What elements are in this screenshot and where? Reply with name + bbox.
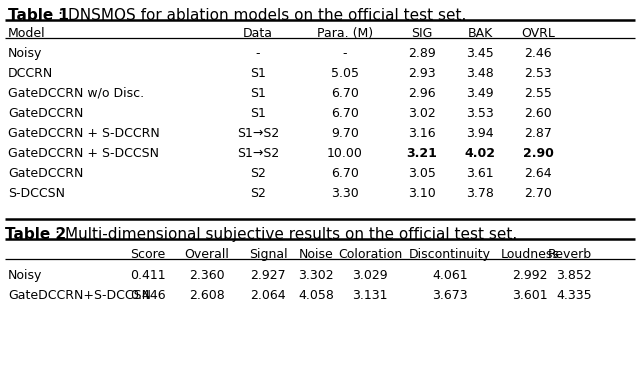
Text: 2.96: 2.96 (408, 87, 436, 100)
Text: 3.61: 3.61 (466, 167, 494, 180)
Text: 3.53: 3.53 (466, 107, 494, 120)
Text: -: - (256, 47, 260, 60)
Text: S1: S1 (250, 67, 266, 80)
Text: 2.927: 2.927 (250, 269, 286, 282)
Text: Noisy: Noisy (8, 47, 42, 60)
Text: -: - (343, 47, 348, 60)
Text: Table 2: Table 2 (5, 227, 67, 242)
Text: GateDCCRN: GateDCCRN (8, 167, 83, 180)
Text: 2.90: 2.90 (523, 147, 554, 160)
Text: 3.30: 3.30 (331, 187, 359, 200)
Text: 3.029: 3.029 (352, 269, 388, 282)
Text: 9.70: 9.70 (331, 127, 359, 140)
Text: 4.061: 4.061 (432, 269, 468, 282)
Text: 6.70: 6.70 (331, 167, 359, 180)
Text: 3.48: 3.48 (466, 67, 494, 80)
Text: Noise: Noise (299, 248, 333, 261)
Text: DCCRN: DCCRN (8, 67, 53, 80)
Text: 10.00: 10.00 (327, 147, 363, 160)
Text: 3.94: 3.94 (466, 127, 494, 140)
Text: Signal: Signal (249, 248, 287, 261)
Text: 3.302: 3.302 (298, 269, 334, 282)
Text: Score: Score (131, 248, 166, 261)
Text: 0.446: 0.446 (130, 289, 166, 302)
Text: 5.05: 5.05 (331, 67, 359, 80)
Text: 2.46: 2.46 (524, 47, 552, 60)
Text: 2.93: 2.93 (408, 67, 436, 80)
Text: Data: Data (243, 27, 273, 40)
Text: S1→S2: S1→S2 (237, 147, 279, 160)
Text: 4.058: 4.058 (298, 289, 334, 302)
Text: GateDCCRN+S-DCCSN: GateDCCRN+S-DCCSN (8, 289, 151, 302)
Text: 2.87: 2.87 (524, 127, 552, 140)
Text: Discontinuity: Discontinuity (409, 248, 491, 261)
Text: BAK: BAK (467, 27, 493, 40)
Text: S-DCCSN: S-DCCSN (8, 187, 65, 200)
Text: 6.70: 6.70 (331, 107, 359, 120)
Text: S2: S2 (250, 167, 266, 180)
Text: S1: S1 (250, 107, 266, 120)
Text: 2.70: 2.70 (524, 187, 552, 200)
Text: GateDCCRN + S-DCCSN: GateDCCRN + S-DCCSN (8, 147, 159, 160)
Text: 3.02: 3.02 (408, 107, 436, 120)
Text: 0.411: 0.411 (130, 269, 166, 282)
Text: Model: Model (8, 27, 45, 40)
Text: 2.60: 2.60 (524, 107, 552, 120)
Text: 4.335: 4.335 (556, 289, 592, 302)
Text: 2.992: 2.992 (512, 269, 548, 282)
Text: 2.89: 2.89 (408, 47, 436, 60)
Text: GateDCCRN + S-DCCRN: GateDCCRN + S-DCCRN (8, 127, 160, 140)
Text: : DNSMOS for ablation models on the official test set.: : DNSMOS for ablation models on the offi… (58, 8, 467, 23)
Text: S1: S1 (250, 87, 266, 100)
Text: 3.852: 3.852 (556, 269, 592, 282)
Text: 2.064: 2.064 (250, 289, 286, 302)
Text: S2: S2 (250, 187, 266, 200)
Text: 4.02: 4.02 (465, 147, 495, 160)
Text: S1→S2: S1→S2 (237, 127, 279, 140)
Text: SIG: SIG (412, 27, 433, 40)
Text: : Multi-dimensional subjective results on the official test set.: : Multi-dimensional subjective results o… (55, 227, 517, 242)
Text: Coloration: Coloration (338, 248, 402, 261)
Text: Reverb: Reverb (548, 248, 592, 261)
Text: Para. (M): Para. (M) (317, 27, 373, 40)
Text: Loudness: Loudness (500, 248, 559, 261)
Text: 2.64: 2.64 (524, 167, 552, 180)
Text: 3.673: 3.673 (432, 289, 468, 302)
Text: 3.16: 3.16 (408, 127, 436, 140)
Text: Table 1: Table 1 (8, 8, 69, 23)
Text: 3.10: 3.10 (408, 187, 436, 200)
Text: 2.53: 2.53 (524, 67, 552, 80)
Text: 2.608: 2.608 (189, 289, 225, 302)
Text: Noisy: Noisy (8, 269, 42, 282)
Text: 3.601: 3.601 (512, 289, 548, 302)
Text: 3.49: 3.49 (466, 87, 494, 100)
Text: 3.05: 3.05 (408, 167, 436, 180)
Text: 6.70: 6.70 (331, 87, 359, 100)
Text: 3.45: 3.45 (466, 47, 494, 60)
Text: OVRL: OVRL (521, 27, 555, 40)
Text: 2.55: 2.55 (524, 87, 552, 100)
Text: 3.78: 3.78 (466, 187, 494, 200)
Text: 3.21: 3.21 (406, 147, 437, 160)
Text: Overall: Overall (184, 248, 229, 261)
Text: 2.360: 2.360 (189, 269, 225, 282)
Text: GateDCCRN: GateDCCRN (8, 107, 83, 120)
Text: GateDCCRN w/o Disc.: GateDCCRN w/o Disc. (8, 87, 144, 100)
Text: 3.131: 3.131 (352, 289, 388, 302)
